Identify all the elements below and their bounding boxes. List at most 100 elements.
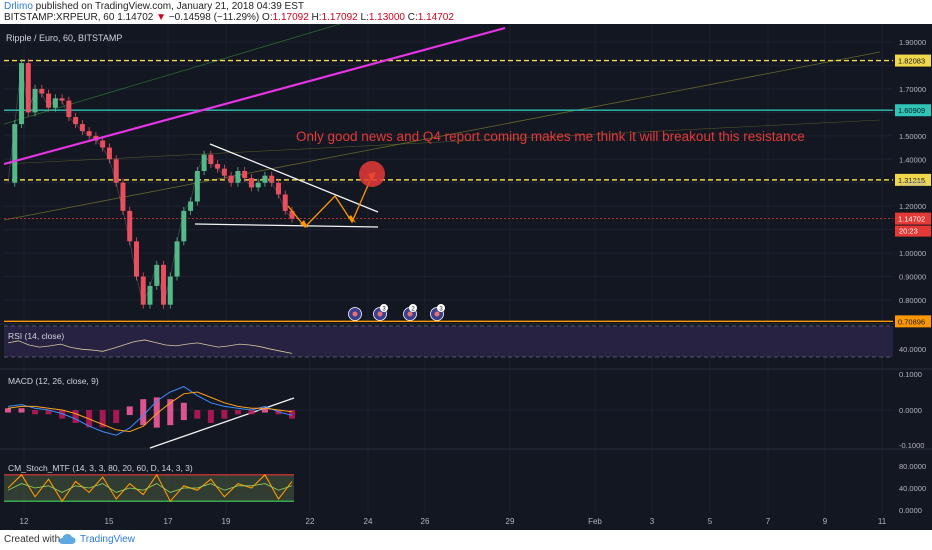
close-value: 1.14702: [417, 12, 454, 23]
chart-canvas[interactable]: 1.82083 1.60909 1.31215 0.70896 3 2 3 RSI (14…: [0, 24, 932, 530]
event-badge-dot: [407, 311, 413, 317]
price-candle: [161, 264, 167, 305]
countdown-label: 20:23: [899, 227, 918, 236]
price-candle: [120, 182, 126, 211]
rsi-line: [7, 339, 293, 354]
publish-info: published on TradingView.com, January 21…: [32, 1, 304, 12]
level-label: 1.31215: [898, 176, 925, 185]
price-candle: [113, 159, 119, 183]
level-label-box: [895, 104, 931, 117]
price-close-line: [7, 63, 293, 306]
chart-header: Drlimo published on TradingView.com, Jan…: [0, 0, 932, 24]
x-tick-label: 3: [650, 517, 655, 526]
x-tick-label: 7: [766, 517, 771, 526]
macd-histogram-bar: [45, 410, 52, 415]
level-label: 1.82083: [898, 57, 925, 66]
x-tick-label: 17: [164, 517, 173, 526]
macd-tick-label: 0.0000: [899, 406, 922, 415]
event-count-badge: [409, 304, 417, 312]
price-candle: [86, 131, 92, 136]
macd-histogram-bar: [180, 402, 187, 421]
macd-histogram-bar: [126, 406, 133, 416]
macd-signal-line: [7, 391, 293, 433]
x-tick-label: 22: [306, 517, 315, 526]
x-tick-label: 11: [878, 517, 887, 526]
price-candle: [235, 171, 241, 183]
ohlc-line: BITSTAMP:XRPEUR, 60 1.14702 ▼ −0.14598 (…: [4, 12, 454, 23]
level-label-box: [895, 54, 931, 67]
macd-histogram-bar: [207, 410, 214, 423]
guide-line-mid: [3, 119, 881, 165]
stoch-tick-label: 40.0000: [899, 484, 926, 493]
magenta-trendline: [3, 26, 506, 166]
macd-histogram-bar: [167, 399, 174, 426]
open-value: 1.17092: [272, 12, 309, 23]
footer: Created with TradingView: [0, 530, 932, 550]
y-tick-label: 1.20000: [899, 202, 926, 211]
macd-histogram-bar: [140, 399, 147, 426]
author-link[interactable]: Drlimo: [4, 1, 33, 12]
open-label: O:: [262, 12, 273, 23]
price-candle: [52, 98, 58, 108]
event-count: 2: [411, 307, 415, 313]
macd-tick-label: -0.1000: [899, 441, 924, 450]
chart-area[interactable]: 1.82083 1.60909 1.31215 0.70896 3 2 3 RSI (14…: [0, 24, 932, 530]
created-with-label: Created with: [4, 534, 61, 545]
high-label: H:: [311, 12, 322, 23]
price-candle: [181, 210, 187, 242]
price-candle: [32, 88, 38, 113]
price-candle: [100, 140, 106, 148]
macd-histogram-bar: [72, 410, 79, 423]
grid-lines: [0, 24, 932, 514]
time-axis: 12 15 17 19 22 24 26 29 Feb 3 5 7 9 11: [20, 517, 887, 526]
event-badge-dot: [434, 311, 440, 317]
triangle-lower-line: [194, 223, 379, 228]
price-candle: [282, 194, 288, 211]
price-series: [7, 59, 295, 309]
last-price-label: 1.14702: [898, 215, 925, 224]
event-badge-dot: [377, 311, 383, 317]
macd-histogram-bar: [289, 410, 295, 419]
price-candle: [255, 182, 261, 188]
y-tick-label: 1.40000: [899, 155, 926, 164]
price-candle: [269, 175, 275, 183]
price-candle: [39, 88, 45, 94]
tradingview-cloud-icon: [58, 533, 76, 548]
macd-line: [7, 386, 293, 436]
y-tick-label: 1.30000: [899, 179, 926, 188]
macd-histogram-bar: [59, 410, 66, 419]
price-candle: [221, 168, 227, 176]
stoch-d-line: [7, 483, 293, 493]
macd-histogram-bar: [99, 410, 106, 428]
trend-guides: [3, 24, 881, 221]
projection-path: [287, 175, 373, 228]
rsi-title: RSI (14, close): [8, 331, 64, 341]
event-count-badge: [380, 304, 388, 312]
close-label: C:: [407, 12, 418, 23]
macd-histogram-bar: [113, 410, 120, 423]
price-axis: 1.90000 1.70000 1.50000 1.40000 1.30000 1.200…: [895, 38, 931, 515]
rsi-tick-label: 40.0000: [899, 345, 926, 354]
price-candle: [106, 147, 112, 160]
price-candle: [19, 63, 25, 125]
guide-line-upper: [3, 24, 341, 125]
tradingview-brand[interactable]: TradingView: [80, 534, 136, 545]
stoch-title: CM_Stoch_MTF (14, 3, 3, 80, 20, 60, D, 1…: [8, 463, 193, 473]
price-candle: [79, 124, 85, 132]
price-candle: [73, 117, 79, 125]
low-label: L:: [360, 12, 369, 23]
price-candle: [289, 210, 295, 219]
y-tick-label: 1.90000: [899, 38, 926, 47]
macd-tick-label: 0.1000: [899, 370, 922, 379]
macd-histogram-bar: [248, 410, 255, 415]
x-tick-label: 19: [222, 517, 231, 526]
macd-title: MACD (12, 26, close, 9): [8, 376, 99, 386]
x-tick-label: 12: [20, 517, 29, 526]
guide-line-lower: [3, 51, 881, 221]
price-candle: [174, 241, 180, 277]
price-candle: [46, 93, 52, 108]
level-label: 1.60909: [898, 106, 925, 115]
indicators: RSI (14, close) MACD (12, 26, close, 9) CM…: [4, 325, 893, 503]
price-change: −0.14598 (−11.29%): [168, 12, 260, 23]
level-label: 0.70896: [898, 317, 925, 326]
